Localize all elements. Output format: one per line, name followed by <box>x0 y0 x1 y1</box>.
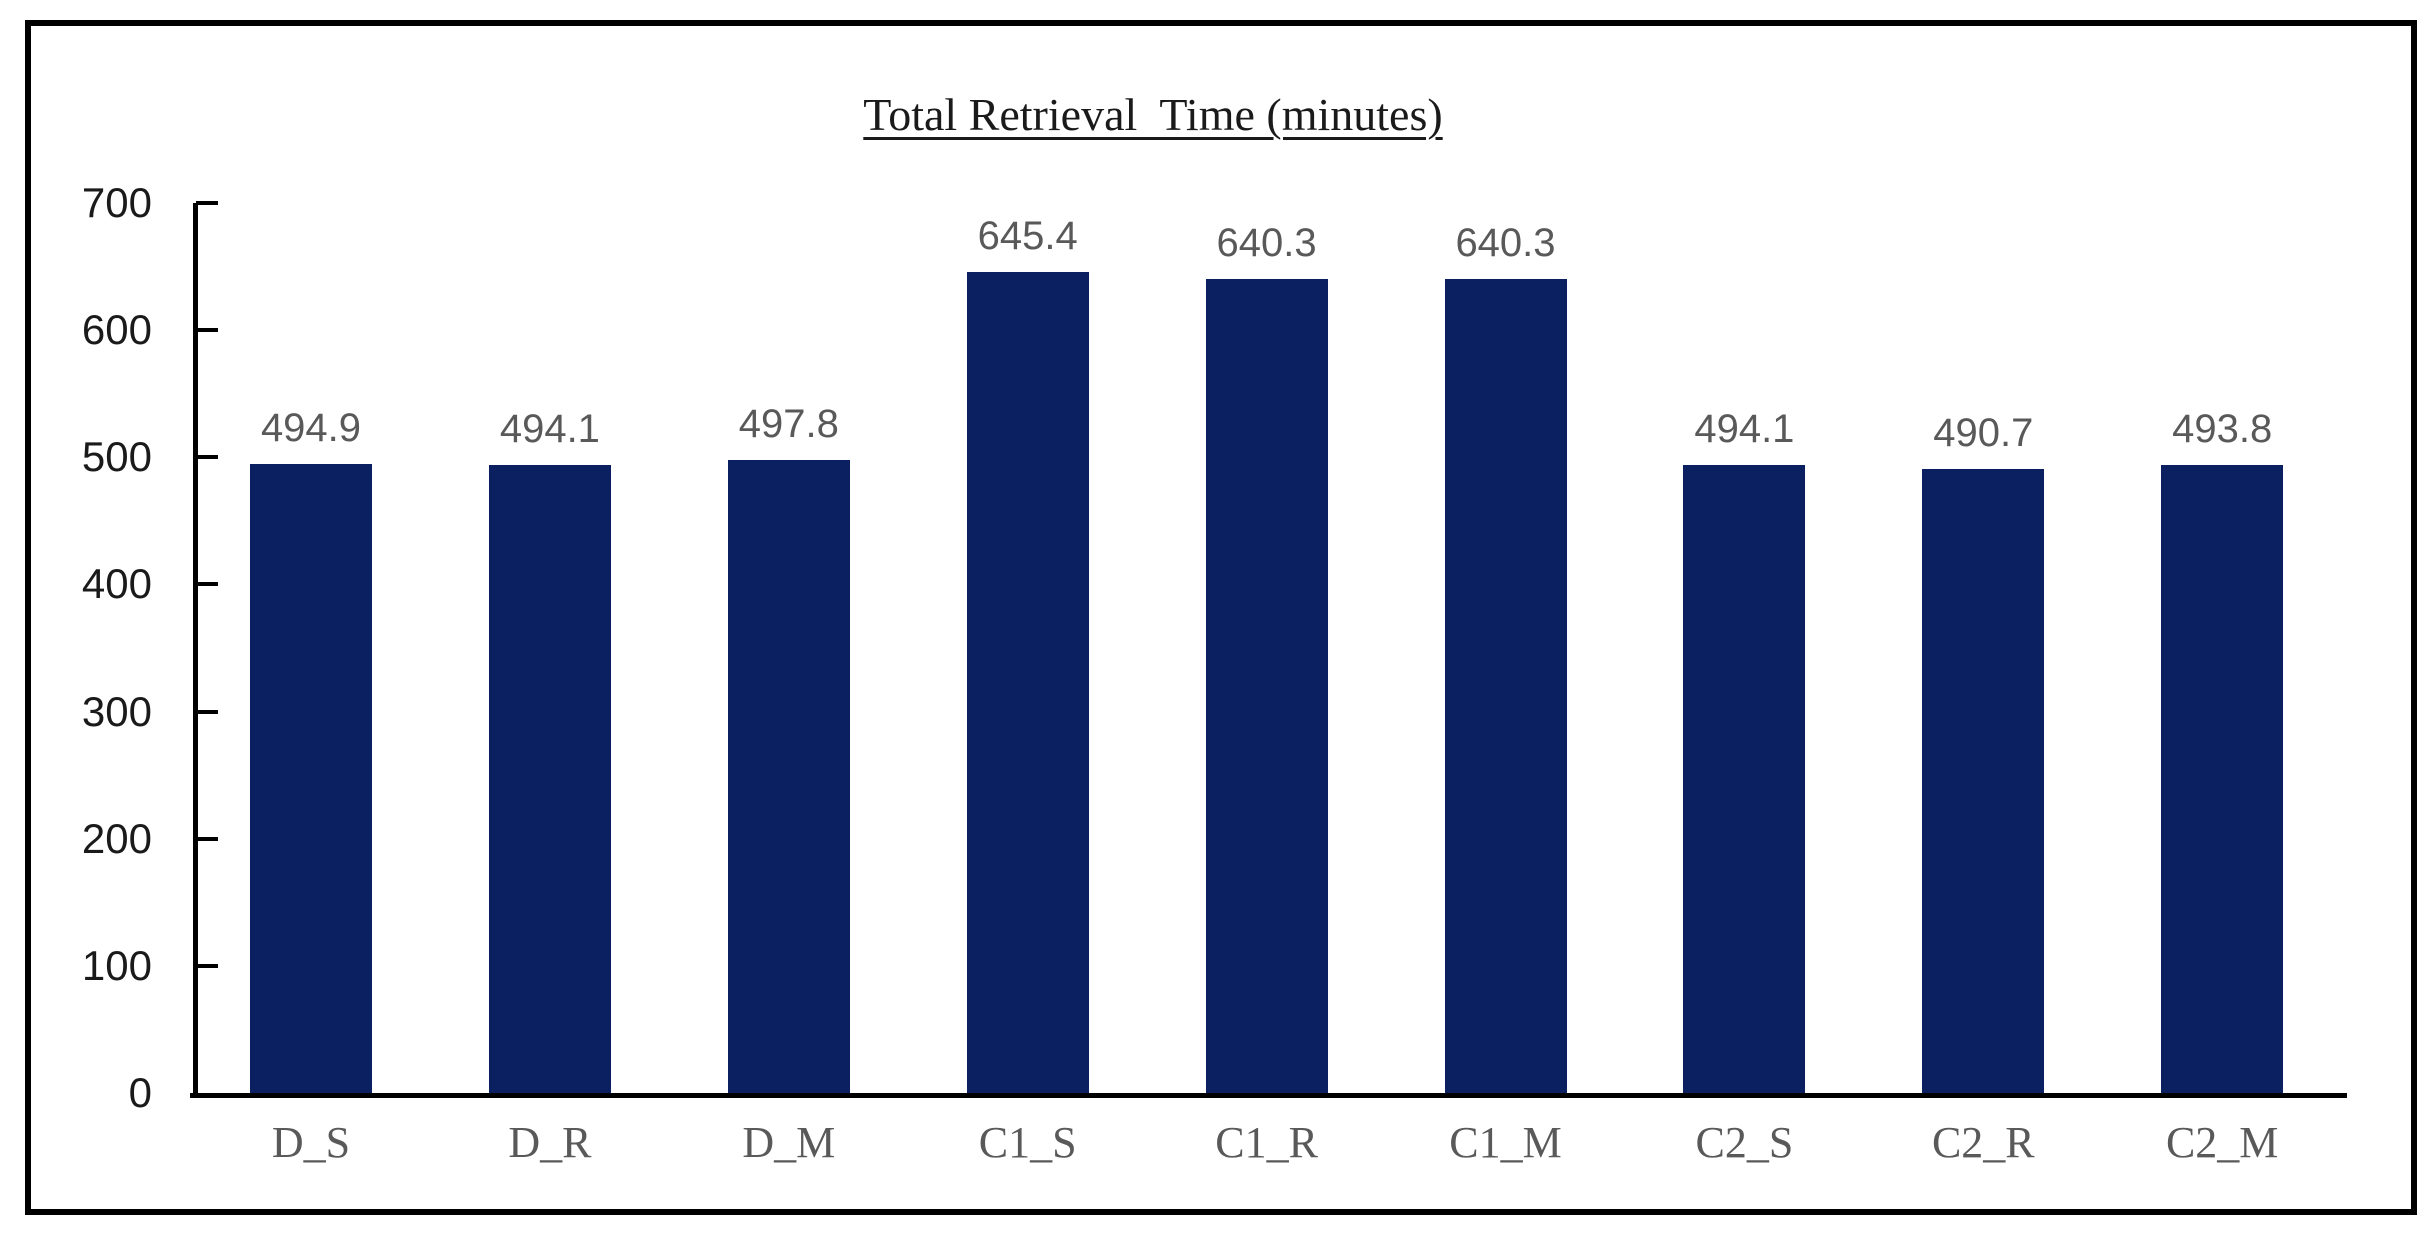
bar-value-label: 494.1 <box>499 406 600 451</box>
x-category-label: C2_M <box>2165 1118 2279 1167</box>
y-tick-label: 200 <box>81 814 152 862</box>
y-tick-mark <box>196 836 218 841</box>
bar-D_S <box>250 463 372 1093</box>
y-tick-label: 100 <box>81 941 152 989</box>
y-tick-mark <box>196 582 218 587</box>
bar-value-label: 494.1 <box>1694 406 1795 451</box>
y-tick-label: 400 <box>81 560 152 608</box>
y-tick-mark <box>196 328 218 333</box>
bar-C1_S <box>966 272 1089 1093</box>
y-tick-label: 600 <box>81 306 152 354</box>
x-category-label: C2_S <box>1695 1118 1794 1167</box>
y-tick-label: 0 <box>128 1069 152 1116</box>
y-tick-label: 500 <box>81 433 152 481</box>
bar-value-label: 494.9 <box>260 405 362 450</box>
bar-C2_M <box>2161 465 2284 1093</box>
bar-value-label: 645.4 <box>977 214 1078 259</box>
bar-C2_S <box>1683 464 1806 1093</box>
x-category-label: C1_R <box>1215 1118 1318 1167</box>
bar-C1_R <box>1205 278 1328 1093</box>
x-category-label: D_S <box>271 1118 351 1167</box>
x-category-label: C2_R <box>1931 1118 2035 1167</box>
x-axis-line <box>190 1093 2347 1098</box>
y-tick-label: 700 <box>81 179 152 226</box>
bar-value-label: 497.8 <box>738 402 839 447</box>
y-axis-line <box>193 203 198 1098</box>
y-tick-mark <box>196 963 218 968</box>
y-tick-mark <box>196 709 218 714</box>
x-category-label: D_R <box>508 1118 592 1167</box>
bar-value-label: 640.3 <box>1455 220 1556 265</box>
bar-C1_M <box>1444 278 1567 1093</box>
bar-value-label: 640.3 <box>1216 220 1317 265</box>
x-category-label: C1_S <box>978 1118 1077 1167</box>
bar-value-label: 493.8 <box>2172 407 2273 452</box>
bar-D_M <box>727 460 850 1093</box>
y-tick-mark <box>196 201 218 205</box>
x-category-label: C1_M <box>1449 1118 1562 1167</box>
y-tick-label: 300 <box>81 687 152 735</box>
bar-D_R <box>488 464 611 1093</box>
bar-value-label: 490.7 <box>1933 411 2034 456</box>
x-category-label: D_M <box>742 1118 836 1167</box>
y-tick-mark <box>196 455 218 460</box>
bar-C2_R <box>1922 469 2045 1093</box>
chart-title: Total Retrieval Time (minutes) <box>863 89 1443 140</box>
